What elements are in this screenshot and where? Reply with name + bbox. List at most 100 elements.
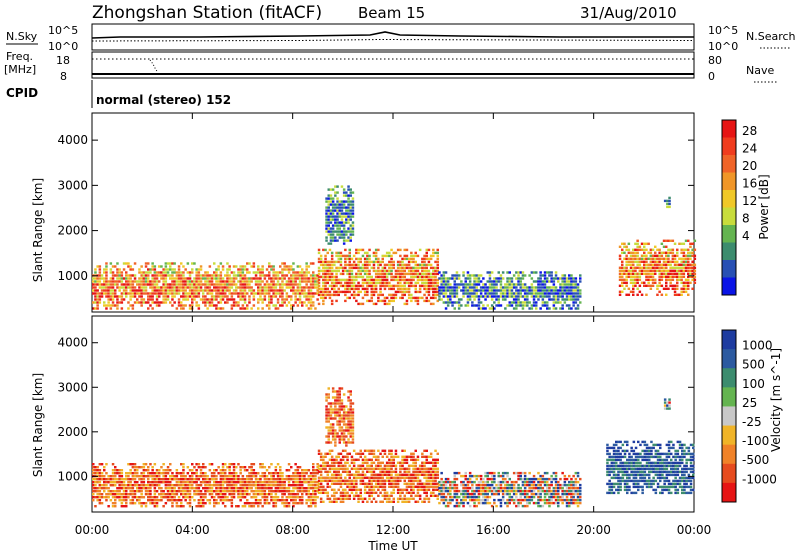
echo-cell: [210, 484, 214, 487]
echo-cell: [352, 449, 356, 452]
echo-cell: [390, 275, 393, 279]
echo-cell: [303, 469, 306, 472]
echo-cell: [377, 248, 380, 252]
echo-cell: [337, 461, 340, 464]
echo-cell: [427, 467, 431, 470]
echo-region: [325, 387, 355, 447]
echo-cell: [122, 286, 126, 289]
echo-cell: [116, 274, 119, 277]
echo-cell: [103, 289, 106, 292]
echo-cell: [103, 277, 106, 280]
echo-cell: [129, 298, 132, 301]
echo-cell: [309, 493, 313, 496]
echo-cell: [208, 499, 212, 502]
echo-cell: [111, 469, 115, 472]
echo-cell: [239, 280, 242, 283]
echo-cell: [285, 283, 289, 286]
echo-cell: [301, 499, 304, 502]
echo-cell: [336, 390, 339, 393]
echo-cell: [388, 458, 391, 461]
echo-cell: [173, 262, 176, 265]
echo-cell: [166, 469, 170, 472]
echo-cell: [127, 277, 130, 280]
echo-cell: [346, 473, 349, 476]
echo-cell: [319, 470, 323, 473]
echo-cell: [392, 296, 395, 300]
echo-cell: [309, 286, 313, 289]
echo-cell: [457, 286, 461, 289]
echo-cell: [270, 475, 273, 478]
echo-cell: [559, 283, 562, 286]
echo-cell: [151, 484, 154, 487]
echo-cell: [120, 469, 124, 472]
echo-cell: [105, 481, 108, 484]
echo-cell: [312, 286, 315, 289]
echo-cell: [330, 281, 334, 285]
echo-cell: [338, 387, 341, 390]
echo-cell: [331, 236, 335, 239]
echo-cell: [561, 292, 564, 295]
echo-cell: [331, 387, 335, 390]
echo-cell: [202, 505, 205, 508]
echo-cell: [328, 293, 332, 297]
echo-cell: [243, 286, 247, 289]
echo-cell: [147, 466, 150, 469]
echo-cell: [333, 464, 336, 467]
echo-cell: [359, 284, 362, 288]
echo-cell: [230, 472, 234, 475]
echo-cell: [434, 488, 437, 491]
echo-cell: [319, 296, 323, 300]
echo-cell: [341, 482, 345, 485]
echo-cell: [579, 301, 582, 304]
echo-cell: [405, 473, 409, 476]
echo-cell: [468, 274, 472, 277]
echo-cell: [325, 435, 328, 438]
echo-cell: [324, 488, 327, 491]
echo-cell: [523, 292, 527, 295]
echo-cell: [246, 475, 249, 478]
echo-cell: [669, 278, 672, 281]
echo-cell: [276, 496, 280, 499]
echo-cell: [649, 254, 653, 257]
echo-cell: [232, 289, 236, 292]
echo-cell: [423, 299, 426, 303]
echo-cell: [100, 472, 104, 475]
echo-cell: [339, 458, 343, 461]
echo-cell: [466, 292, 470, 295]
echo-cell: [693, 281, 697, 284]
echo-cell: [316, 490, 319, 493]
echo-cell: [523, 301, 527, 304]
echo-cell: [169, 283, 172, 286]
echo-cell: [254, 283, 258, 286]
echo-cell: [109, 271, 113, 274]
echo-cell: [345, 215, 348, 218]
echo-cell: [283, 262, 286, 265]
echo-cell: [636, 254, 639, 257]
echo-cell: [268, 289, 271, 292]
echo-cell: [351, 209, 355, 212]
echo-cell: [339, 482, 343, 485]
echo-cell: [142, 484, 146, 487]
echo-cell: [116, 469, 119, 472]
echo-cell: [561, 289, 564, 292]
echo-cell: [160, 481, 163, 484]
echo-cell: [98, 490, 102, 493]
echo-cell: [105, 487, 108, 490]
echo-cell: [235, 481, 238, 484]
echo-cell: [279, 283, 282, 286]
echo-cell: [118, 481, 121, 484]
echo-cell: [232, 478, 236, 481]
echo-cell: [342, 242, 346, 245]
echo-cell: [423, 263, 426, 267]
echo-cell: [421, 467, 424, 470]
echo-cell: [339, 260, 343, 264]
echo-cell: [335, 269, 338, 273]
echo-cell: [158, 481, 161, 484]
echo-cell: [283, 502, 286, 505]
echo-cell: [221, 493, 225, 496]
echo-cell: [316, 463, 319, 466]
echo-cell: [392, 482, 395, 485]
echo-cell: [684, 257, 688, 260]
echo-cell: [668, 202, 671, 206]
echo-cell: [425, 476, 428, 479]
